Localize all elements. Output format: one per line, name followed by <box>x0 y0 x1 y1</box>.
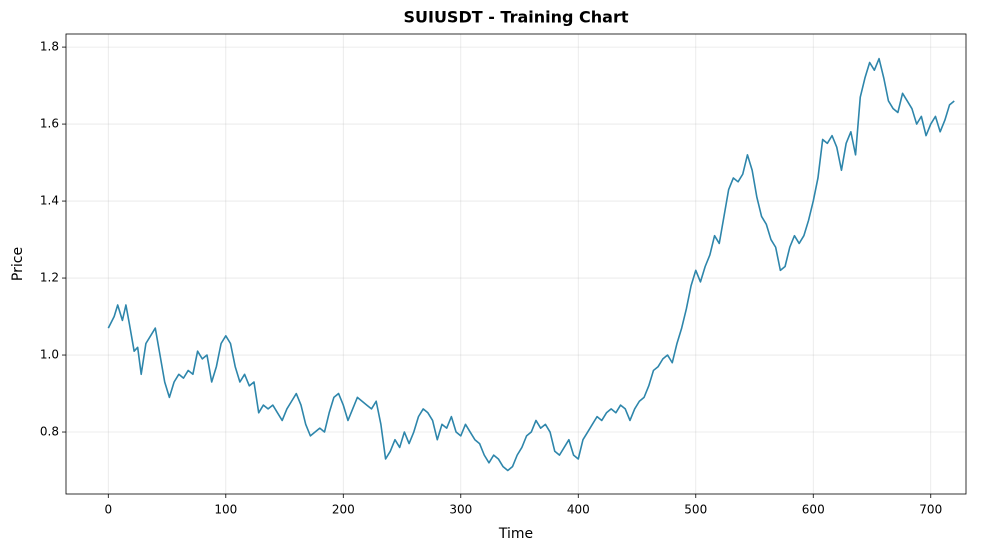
y-tick-label: 1.0 <box>40 348 59 362</box>
y-tick-label: 1.2 <box>40 271 59 285</box>
y-tick-label: 0.8 <box>40 425 59 439</box>
x-tick-label: 300 <box>449 503 472 517</box>
x-tick-label: 600 <box>802 503 825 517</box>
x-tick-label: 200 <box>332 503 355 517</box>
chart-title: SUIUSDT - Training Chart <box>403 8 628 27</box>
x-tick-label: 0 <box>104 503 112 517</box>
x-axis-label: Time <box>498 526 533 542</box>
y-axis-label: Price <box>10 247 26 281</box>
price-line <box>107 57 955 472</box>
y-tick-label: 1.8 <box>40 40 59 54</box>
x-tick-label: 500 <box>684 503 707 517</box>
x-tick-label: 100 <box>214 503 237 517</box>
plot-frame <box>65 33 967 495</box>
y-tick-label: 1.4 <box>40 194 59 208</box>
y-tick-label: 1.6 <box>40 117 59 131</box>
x-tick-label: 700 <box>919 503 942 517</box>
x-tick-label: 400 <box>567 503 590 517</box>
